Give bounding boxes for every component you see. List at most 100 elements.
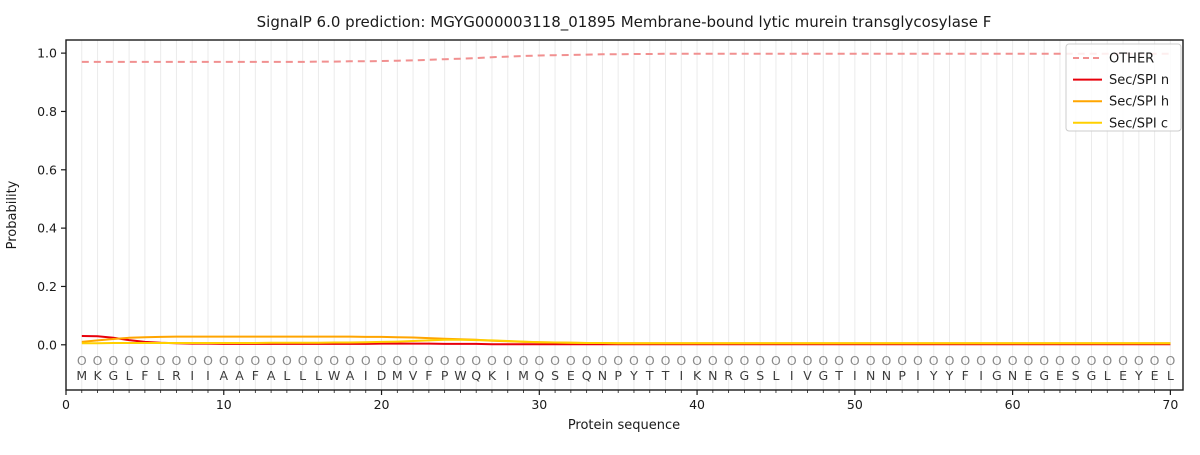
svg-text:O: O	[298, 353, 308, 368]
svg-text:G: G	[1087, 368, 1097, 383]
svg-text:O: O	[850, 353, 860, 368]
svg-text:O: O	[440, 353, 450, 368]
legend-box	[1065, 43, 1182, 132]
svg-text:P: P	[614, 368, 622, 383]
chart-title: SignalP 6.0 prediction: MGYG000003118_01…	[257, 13, 992, 32]
svg-text:T: T	[834, 368, 843, 383]
svg-text:I: I	[190, 368, 194, 383]
svg-text:O: O	[361, 353, 371, 368]
svg-text:Q: Q	[534, 368, 544, 383]
svg-text:S: S	[1072, 368, 1080, 383]
svg-text:I: I	[790, 368, 794, 383]
svg-text:O: O	[992, 353, 1002, 368]
svg-text:O: O	[834, 353, 844, 368]
svg-text:O: O	[582, 353, 592, 368]
svg-text:L: L	[772, 368, 779, 383]
svg-text:A: A	[235, 368, 244, 383]
svg-text:T: T	[661, 368, 670, 383]
svg-text:P: P	[898, 368, 906, 383]
svg-text:O: O	[250, 353, 260, 368]
svg-text:L: L	[157, 368, 164, 383]
legend-label: Sec/SPI n	[1109, 73, 1169, 88]
svg-text:O: O	[1102, 353, 1112, 368]
svg-text:I: I	[679, 368, 683, 383]
svg-text:O: O	[503, 353, 513, 368]
svg-text:L: L	[1167, 368, 1174, 383]
svg-text:K: K	[93, 368, 102, 383]
svg-text:L: L	[283, 368, 290, 383]
svg-text:O: O	[787, 353, 797, 368]
svg-text:I: I	[364, 368, 368, 383]
svg-text:G: G	[1039, 368, 1049, 383]
svg-text:O: O	[156, 353, 166, 368]
svg-text:V: V	[409, 368, 418, 383]
svg-text:50: 50	[847, 397, 863, 412]
svg-text:E: E	[1151, 368, 1159, 383]
svg-text:O: O	[519, 353, 529, 368]
svg-text:O: O	[976, 353, 986, 368]
svg-text:T: T	[645, 368, 654, 383]
series-sec-spi-c	[81, 338, 1171, 345]
svg-text:O: O	[1055, 353, 1065, 368]
svg-text:O: O	[235, 353, 245, 368]
svg-text:A: A	[267, 368, 276, 383]
svg-text:O: O	[866, 353, 876, 368]
svg-text:I: I	[853, 368, 857, 383]
svg-text:Q: Q	[471, 368, 481, 383]
svg-text:V: V	[803, 368, 812, 383]
svg-text:N: N	[598, 368, 607, 383]
svg-text:O: O	[1134, 353, 1144, 368]
svg-text:O: O	[471, 353, 481, 368]
svg-text:O: O	[455, 353, 465, 368]
svg-text:R: R	[724, 368, 733, 383]
svg-text:40: 40	[689, 397, 705, 412]
legend-label: Sec/SPI c	[1109, 116, 1168, 131]
svg-text:E: E	[1056, 368, 1064, 383]
svg-text:O: O	[424, 353, 434, 368]
svg-text:M: M	[518, 368, 529, 383]
svg-text:O: O	[172, 353, 182, 368]
svg-text:O: O	[613, 353, 623, 368]
svg-text:O: O	[1150, 353, 1160, 368]
svg-text:O: O	[881, 353, 891, 368]
svg-text:O: O	[692, 353, 702, 368]
svg-text:O: O	[1087, 353, 1097, 368]
svg-text:I: I	[506, 368, 510, 383]
svg-text:P: P	[441, 368, 449, 383]
svg-text:O: O	[803, 353, 813, 368]
svg-text:0.8: 0.8	[37, 104, 57, 119]
svg-text:F: F	[425, 368, 432, 383]
plot-border	[65, 39, 1184, 391]
svg-text:O: O	[724, 353, 734, 368]
svg-text:0.0: 0.0	[37, 337, 57, 352]
svg-text:E: E	[567, 368, 575, 383]
svg-text:O: O	[203, 353, 213, 368]
svg-text:O: O	[550, 353, 560, 368]
svg-text:O: O	[661, 353, 671, 368]
svg-text:A: A	[346, 368, 355, 383]
svg-text:S: S	[756, 368, 764, 383]
plot-gridlines	[81, 40, 1171, 390]
y-axis-label: Probability	[5, 180, 20, 249]
svg-text:O: O	[392, 353, 402, 368]
svg-text:O: O	[1039, 353, 1049, 368]
svg-text:O: O	[676, 353, 686, 368]
svg-text:N: N	[1008, 368, 1017, 383]
svg-text:K: K	[693, 368, 702, 383]
svg-text:O: O	[314, 353, 324, 368]
svg-text:O: O	[345, 353, 355, 368]
svg-text:O: O	[108, 353, 118, 368]
svg-text:O: O	[377, 353, 387, 368]
svg-text:M: M	[76, 368, 87, 383]
svg-text:L: L	[126, 368, 133, 383]
svg-text:E: E	[1024, 368, 1032, 383]
svg-text:W: W	[454, 368, 466, 383]
svg-text:10: 10	[216, 397, 232, 412]
chart-legend: OTHER Sec/SPI n Sec/SPI h Sec/SPI c	[1065, 43, 1182, 132]
svg-text:O: O	[487, 353, 497, 368]
svg-text:1.0: 1.0	[37, 46, 57, 61]
svg-text:O: O	[93, 353, 103, 368]
svg-text:F: F	[962, 368, 969, 383]
svg-text:O: O	[755, 353, 765, 368]
